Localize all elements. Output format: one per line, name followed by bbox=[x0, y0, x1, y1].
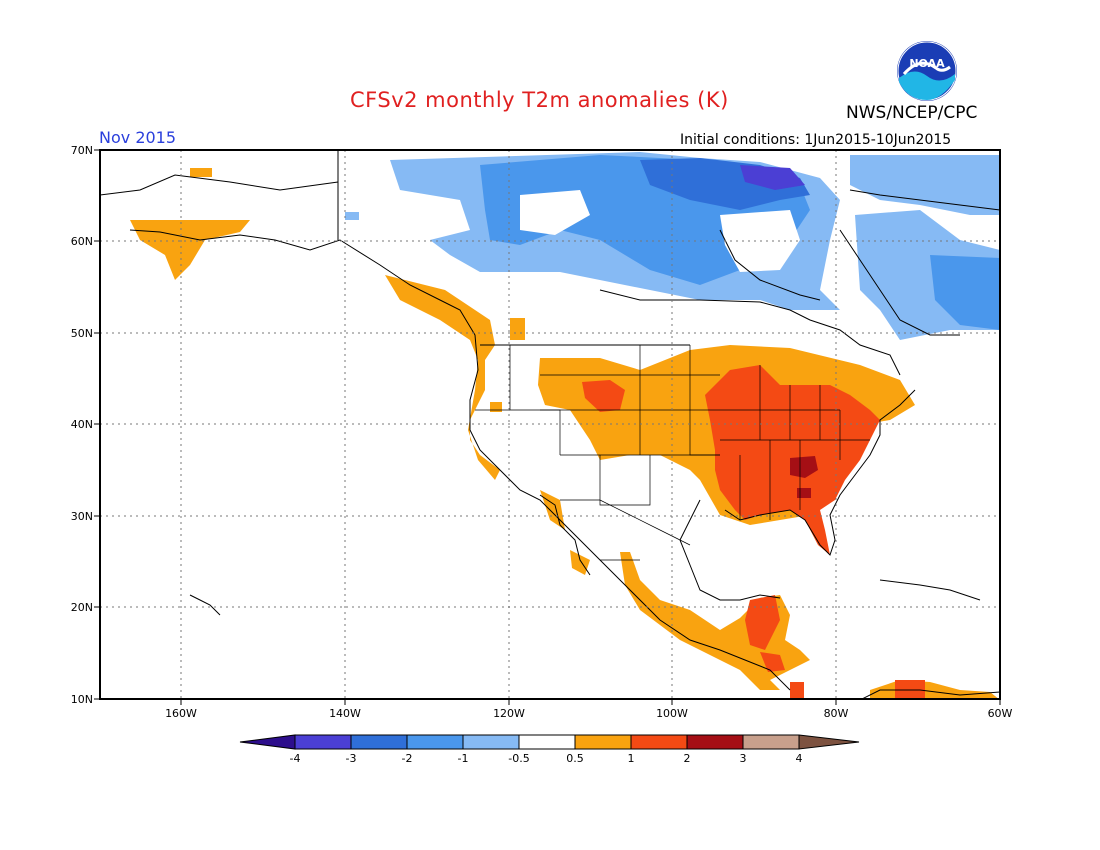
legend-swatch bbox=[462, 734, 520, 750]
legend-swatch bbox=[518, 734, 576, 750]
legend-label: -2 bbox=[402, 752, 413, 765]
legend-swatch bbox=[239, 734, 296, 750]
lon-label: 120W bbox=[493, 707, 525, 720]
lat-label: 30N bbox=[71, 510, 93, 523]
noaa-logo-text: NOAA bbox=[909, 57, 945, 70]
lon-label: 60W bbox=[988, 707, 1013, 720]
cool-anomaly-greenland bbox=[850, 155, 1000, 215]
map-title: CFSv2 monthly T2m anomalies (K) bbox=[350, 88, 729, 112]
legend-label: -0.5 bbox=[508, 752, 529, 765]
color-legend: -4 -3 -2 -1 -0.5 0.5 1 2 3 4 bbox=[239, 734, 860, 765]
legend-swatch bbox=[294, 734, 352, 750]
legend-swatch bbox=[686, 734, 744, 750]
agency-label: NWS/NCEP/CPC bbox=[846, 103, 978, 123]
state-borders bbox=[475, 345, 870, 561]
legend-swatch bbox=[350, 734, 408, 750]
lat-label: 70N bbox=[71, 144, 93, 157]
noaa-logo: NOAA bbox=[897, 41, 957, 101]
legend-label: 3 bbox=[740, 752, 747, 765]
lat-label: 50N bbox=[71, 327, 93, 340]
legend-swatch bbox=[798, 734, 860, 750]
lon-label: 140W bbox=[329, 707, 361, 720]
legend-label: -4 bbox=[290, 752, 301, 765]
lat-label: 10N bbox=[71, 693, 93, 706]
lat-label: 40N bbox=[71, 418, 93, 431]
legend-label: 0.5 bbox=[566, 752, 584, 765]
ticks bbox=[94, 149, 1001, 705]
lat-label: 20N bbox=[71, 601, 93, 614]
legend-swatch bbox=[630, 734, 688, 750]
lon-label: 160W bbox=[165, 707, 197, 720]
warm-anomaly-mexico bbox=[540, 490, 565, 530]
legend-label: 2 bbox=[684, 752, 691, 765]
legend-swatch bbox=[406, 734, 464, 750]
graticule bbox=[100, 150, 1000, 699]
coastlines bbox=[100, 150, 1000, 699]
warm-anomaly-max bbox=[790, 456, 818, 478]
legend-label: -3 bbox=[346, 752, 357, 765]
anomaly-shading bbox=[130, 152, 1000, 699]
warm-anomaly-west-coast bbox=[385, 275, 500, 480]
lat-label: 60N bbox=[71, 235, 93, 248]
lat-labels: 70N 60N 50N 40N 30N 20N 10N bbox=[71, 144, 93, 706]
legend-label: -1 bbox=[458, 752, 469, 765]
cool-anomaly-east bbox=[930, 255, 1000, 330]
legend-label: 1 bbox=[628, 752, 635, 765]
warm-anomaly-alaska bbox=[130, 220, 250, 280]
lon-label: 80W bbox=[824, 707, 849, 720]
lon-labels: 160W 140W 120W 100W 80W 60W bbox=[165, 707, 1012, 720]
legend-label: 4 bbox=[796, 752, 803, 765]
initial-conditions: Initial conditions: 1Jun2015-10Jun2015 bbox=[680, 132, 952, 148]
lon-label: 100W bbox=[656, 707, 688, 720]
legend-swatch bbox=[574, 734, 632, 750]
legend-swatch bbox=[742, 734, 800, 750]
forecast-period: Nov 2015 bbox=[99, 128, 177, 147]
